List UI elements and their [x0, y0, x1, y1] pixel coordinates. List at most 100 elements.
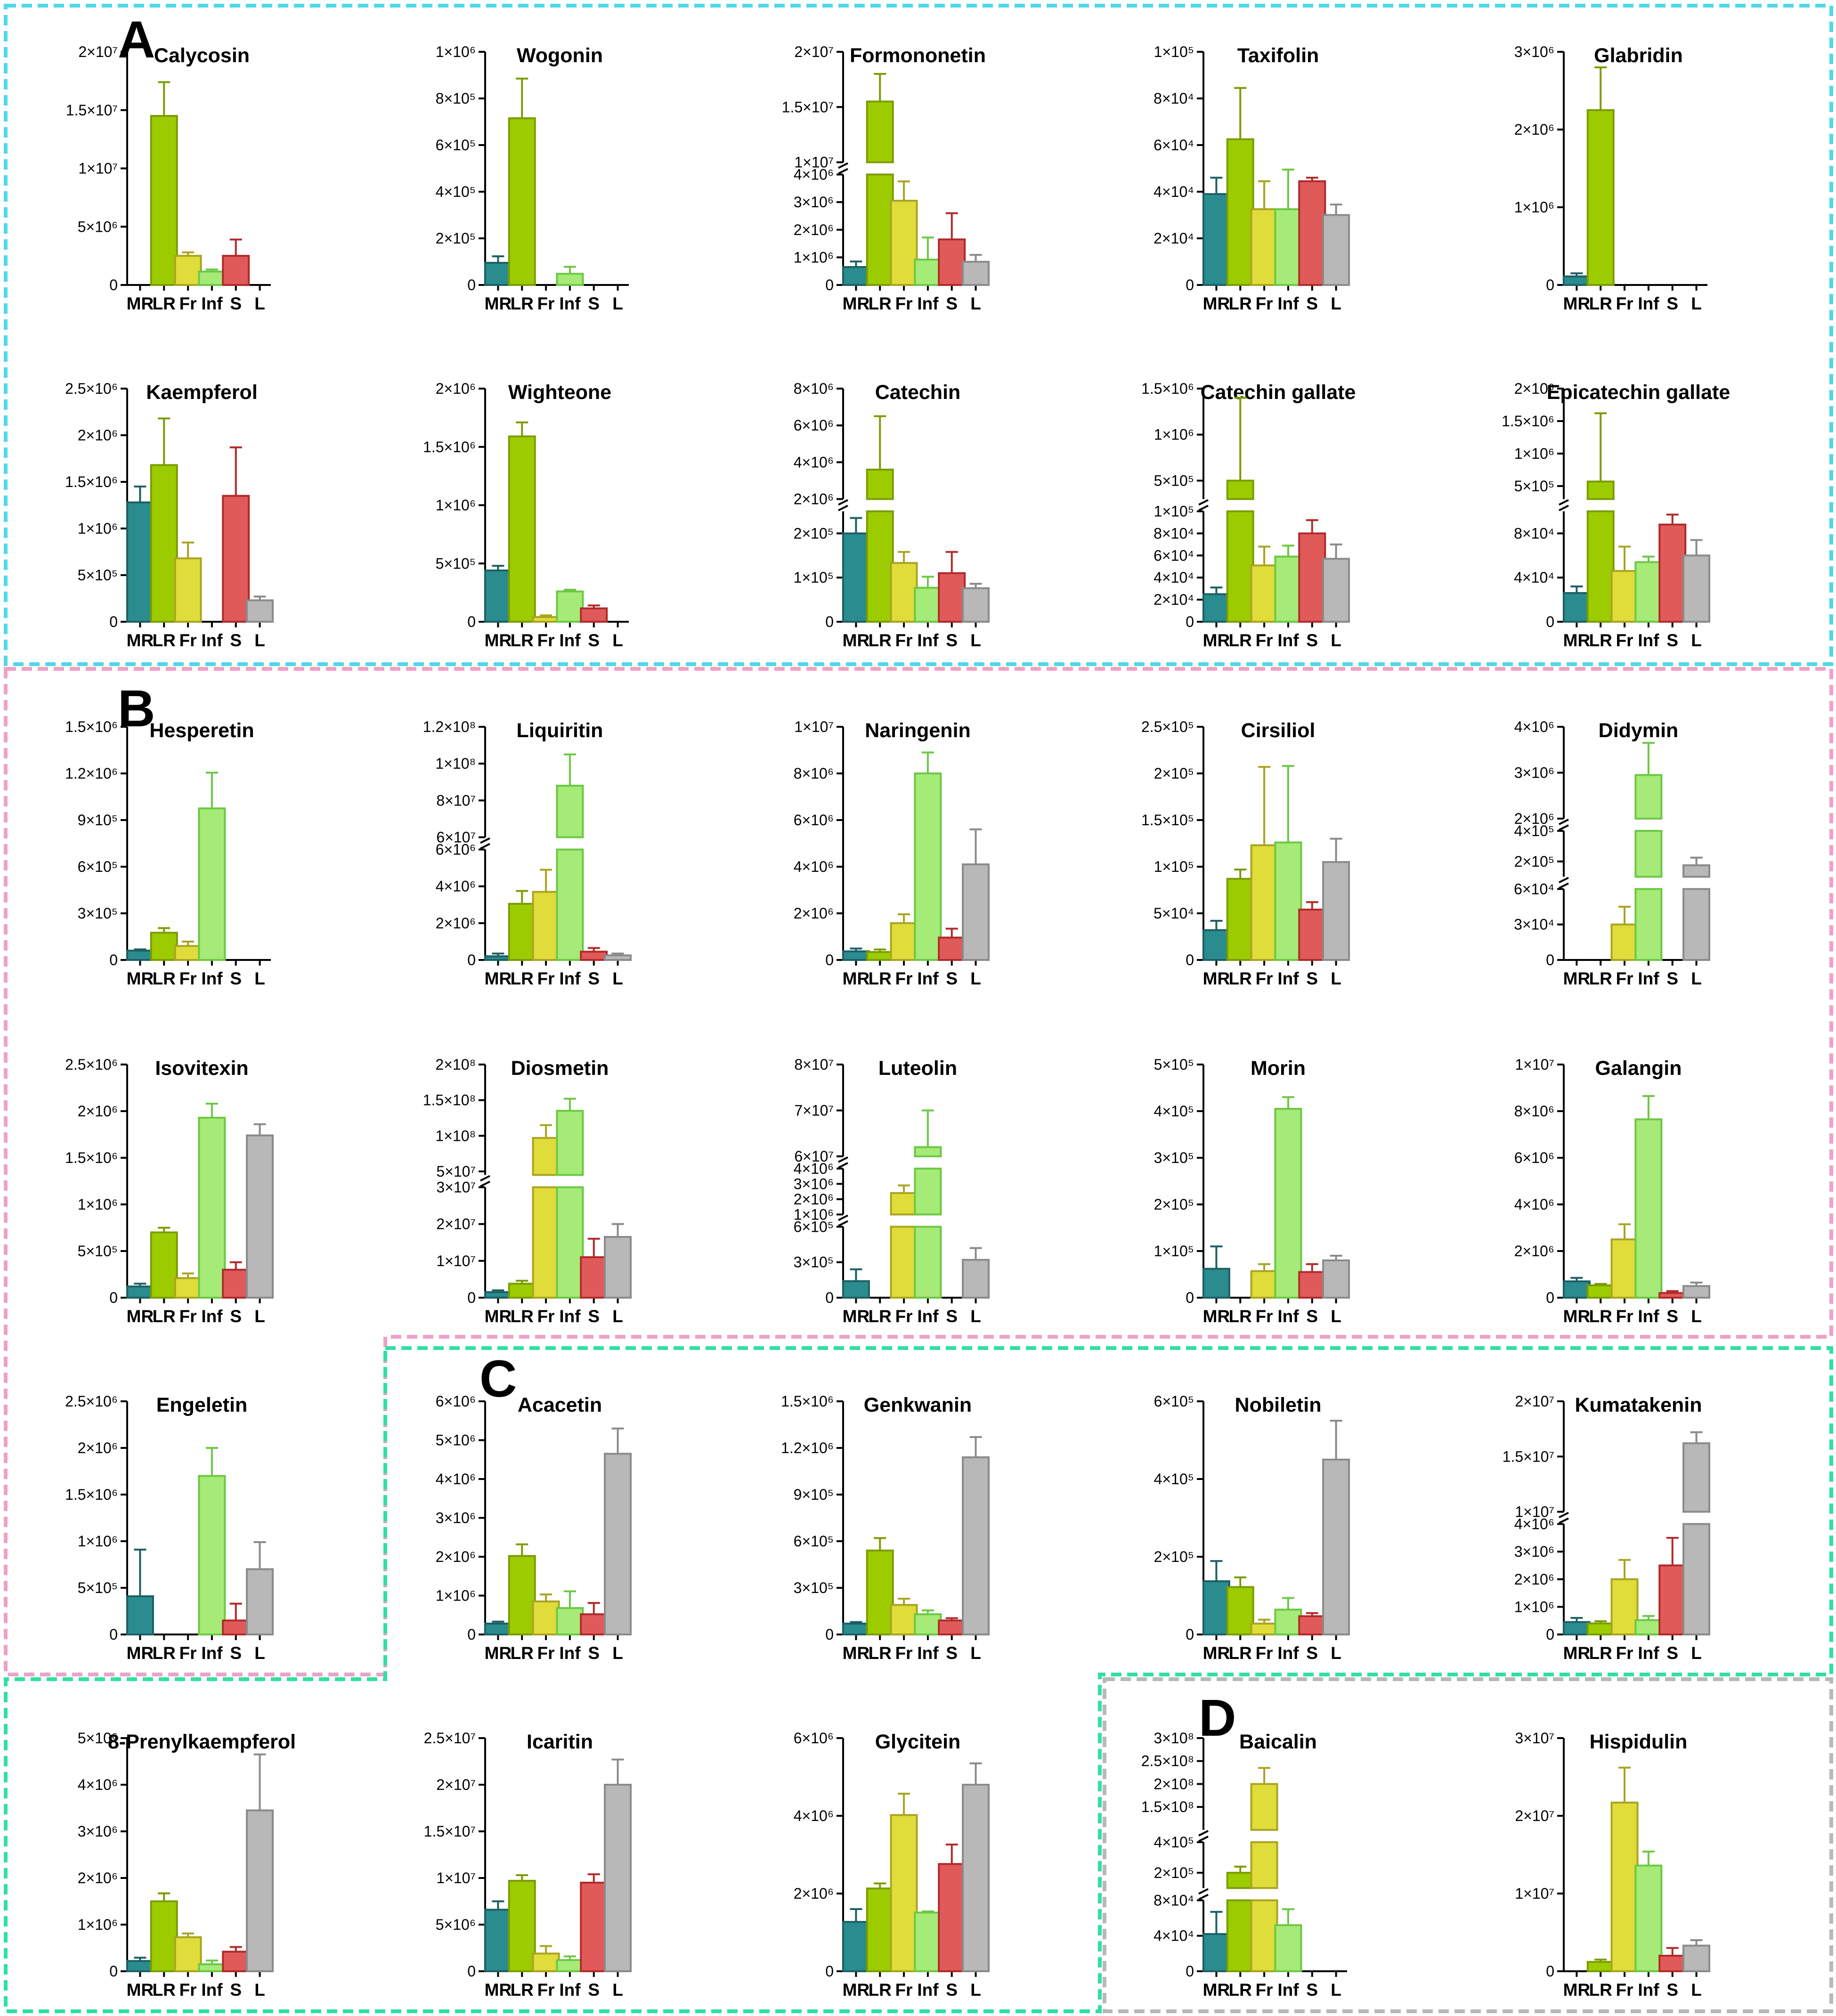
x-tick-label: MR [127, 1980, 154, 2000]
y-tick-label: 8×10⁴ [1514, 525, 1554, 542]
x-tick-label: L [1331, 1307, 1341, 1326]
bar-s [938, 1619, 966, 1636]
y-tick-label: 4×10⁶ [1514, 718, 1554, 735]
bar-lr [1586, 1284, 1615, 1299]
x-tick-label: L [1691, 969, 1702, 988]
x-tick-label: S [230, 1307, 242, 1326]
bar-lr [508, 1879, 536, 1972]
y-tick-label: 2×10⁶ [794, 905, 834, 922]
x-tick-label: MR [1563, 1980, 1591, 2000]
x-tick-label: Fr [179, 1643, 197, 1663]
y-tick-label: 0 [467, 613, 476, 630]
bar-s [1298, 180, 1326, 286]
bar-l [1322, 214, 1350, 286]
y-tick-label: 2×10⁶ [436, 380, 476, 397]
y-tick-label: 1.5×10⁶ [1502, 413, 1554, 430]
y-tick-label: 4×10⁵ [1154, 1834, 1194, 1851]
y-tick-label: 2.5×10⁸ [1141, 1753, 1194, 1770]
bar-l [962, 260, 990, 286]
axis-break-mark [480, 837, 490, 844]
y-tick-label: 3×10⁵ [1154, 1149, 1194, 1166]
bar-inf [198, 1963, 226, 1972]
y-tick-label: 4×10⁵ [1154, 1103, 1194, 1120]
bar-s [580, 1881, 608, 1972]
group-label-c: C [479, 1350, 517, 1408]
bar-fr [174, 1936, 202, 1972]
group-c-frame [4, 1346, 1833, 2013]
bar-fr [174, 255, 202, 286]
y-tick-label: 4×10⁶ [794, 1807, 834, 1824]
x-tick-label: LR [511, 1307, 534, 1326]
bar-l [962, 1784, 990, 1972]
y-tick-label: 0 [1546, 1963, 1554, 1980]
y-tick-label: 1.5×10⁷ [1503, 1448, 1554, 1465]
bar-mr [484, 1291, 512, 1299]
x-tick-label: S [946, 631, 958, 650]
bar-l [962, 863, 990, 961]
bar-l [1322, 861, 1350, 961]
y-tick-label: 2×10⁵ [1154, 1196, 1194, 1213]
x-tick-label: S [1666, 969, 1678, 988]
y-tick-label: 2.5×10⁵ [1141, 718, 1194, 735]
axis-break-mark [1198, 504, 1209, 512]
y-tick-label: 4×10⁶ [794, 166, 834, 183]
y-tick-label: 1.2×10⁶ [781, 1439, 834, 1456]
x-tick-label: Inf [1277, 294, 1299, 313]
bar-l [1682, 1285, 1711, 1299]
bar-fr [1250, 564, 1278, 623]
x-tick-label: S [1306, 631, 1318, 650]
axis-break-mark [480, 843, 490, 850]
bar-fr [532, 616, 560, 623]
bar-s [1658, 1292, 1687, 1299]
bar-lr [866, 1549, 894, 1636]
x-tick-label: S [588, 969, 600, 988]
x-tick-label: Fr [179, 294, 197, 313]
bar-fr [174, 945, 202, 961]
y-tick-label: 1.5×10⁶ [65, 473, 118, 490]
chart-baicalin: 0 4×10⁴ 8×10⁴ 2×10⁵ 4×10⁵ 1.5×10⁸ 2×10⁸ 2.5×10⁸… [1141, 1730, 1347, 2000]
x-tick-label: L [612, 1980, 623, 2000]
bar-lr [866, 468, 894, 500]
bar-mr [842, 532, 870, 623]
x-tick-label: LR [869, 969, 892, 988]
x-tick-label: Fr [179, 1307, 197, 1326]
y-tick-label: 1×10⁶ [78, 1916, 118, 1933]
bar-mr [842, 1921, 870, 1973]
x-tick-label: S [1306, 294, 1318, 313]
bar-inf [1274, 208, 1302, 286]
bar-mr [484, 955, 512, 961]
y-tick-label: 2×10⁶ [78, 1439, 118, 1456]
bar-l [1682, 1442, 1711, 1513]
chart-title: Cirsiliol [1241, 719, 1316, 742]
y-tick-label: 5×10⁵ [1154, 472, 1194, 489]
y-tick-label: 4×10⁴ [1154, 1927, 1194, 1944]
y-tick-label: 6×10⁵ [794, 1218, 834, 1235]
x-tick-label: S [230, 631, 242, 650]
bar-inf [198, 1475, 226, 1635]
axis-break-mark [838, 504, 848, 512]
chart-title: Epicatechin gallate [1547, 381, 1730, 404]
x-tick-label: Inf [559, 1307, 581, 1326]
y-tick-label: 1×10⁷ [794, 718, 834, 735]
x-tick-label: Inf [559, 1643, 581, 1663]
axis-break-mark [1198, 499, 1209, 506]
y-tick-label: 1×10⁶ [78, 520, 118, 537]
y-tick-label: 5×10⁶ [436, 1432, 476, 1449]
y-tick-label: 2×10⁸ [1154, 1775, 1194, 1792]
x-tick-label: S [1306, 969, 1318, 988]
bar-mr [484, 1622, 512, 1635]
y-tick-label: 4×10⁴ [1514, 569, 1554, 586]
y-tick-label: 2×10⁷ [794, 43, 834, 60]
x-tick-label: Inf [1638, 1980, 1659, 2000]
bar-s [1658, 1955, 1687, 1972]
y-tick-label: 1.5×10⁶ [65, 718, 118, 735]
chart-catechin: 0 1×10⁵ 2×10⁵ 2×10⁶ 4×10⁶ 6×10⁶ 8×10⁶ Catechin M… [794, 380, 990, 650]
x-tick-label: Fr [1616, 631, 1633, 650]
y-tick-label: 1×10⁶ [1514, 445, 1554, 462]
x-tick-label: Fr [1616, 1307, 1633, 1326]
bar-lr [1226, 1899, 1254, 1972]
x-tick-label: L [970, 294, 981, 313]
x-tick-label: Inf [559, 1980, 581, 2000]
y-tick-label: 1×10⁶ [1154, 426, 1194, 443]
bar-fr [532, 891, 560, 961]
